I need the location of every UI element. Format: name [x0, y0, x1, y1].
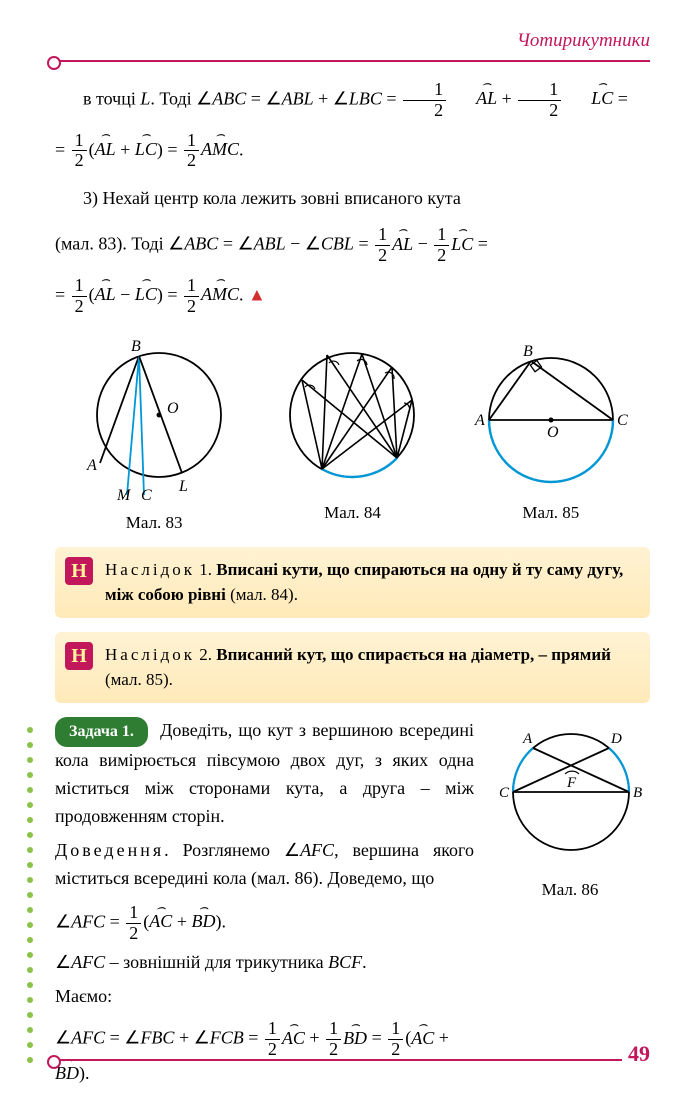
svg-text:O: O: [547, 424, 559, 441]
svg-text:B: B: [131, 338, 141, 355]
svg-text:B: B: [523, 343, 533, 360]
svg-text:A: A: [522, 731, 533, 747]
svg-text:C: C: [499, 785, 510, 801]
paragraph-2c: = 12(AL − LC) = 12AMC. ▲: [55, 276, 650, 317]
paragraph-2b: (мал. 83). Тоді ∠ABC = ∠ABL − ∠CBL = 12A…: [55, 225, 650, 266]
fig83-svg: O B A M C L: [69, 335, 239, 505]
svg-text:M: M: [116, 487, 132, 504]
header-rule: [55, 60, 650, 62]
paragraph-2: 3) Нехай центр кола лежить зовні вписано…: [55, 181, 650, 215]
fig84-svg: [267, 335, 437, 495]
figures-row: O B A M C L Мал. 83: [55, 335, 650, 533]
svg-text:L: L: [178, 478, 188, 495]
svg-text:C: C: [141, 487, 152, 504]
fig83-caption: Мал. 83: [55, 513, 253, 533]
task-block: Задача 1. Доведіть, що кут з вершиною вс…: [55, 717, 650, 1094]
svg-text:D: D: [610, 731, 622, 747]
fig84-caption: Мал. 84: [253, 503, 451, 523]
svg-text:A: A: [86, 457, 97, 474]
svg-text:O: O: [167, 400, 179, 417]
fig86-caption: Мал. 86: [490, 880, 650, 900]
page-number: 49: [622, 1041, 650, 1067]
svg-text:A: A: [474, 412, 485, 429]
fig86-svg: A D F C B: [493, 717, 648, 867]
figure-86: A D F C B Мал. 86: [490, 717, 650, 1094]
h-badge-icon: Н: [65, 557, 93, 585]
paragraph-1: в точці L. Тоді ∠ABC = ∠ABL + ∠LBC = 12A…: [55, 80, 650, 121]
page-header: Чотирикутники: [55, 30, 650, 52]
paragraph-1b: = 12(AL + LC) = 12AMC.: [55, 131, 650, 172]
figure-84: Мал. 84: [253, 335, 451, 533]
corollary-2: Н Наслідок 2. Вписаний кут, що спираєтьс…: [55, 632, 650, 703]
svg-text:B: B: [633, 785, 642, 801]
fig85-caption: Мал. 85: [452, 503, 650, 523]
svg-text:C: C: [617, 412, 628, 429]
task-text: Задача 1. Доведіть, що кут з вершиною вс…: [55, 717, 474, 1094]
footer-rule: [55, 1059, 650, 1061]
figure-83: O B A M C L Мал. 83: [55, 335, 253, 533]
task-badge: Задача 1.: [55, 717, 148, 748]
figure-85: B A O C Мал. 85: [452, 335, 650, 533]
corollary-1: Н Наслідок 1. Вписані кути, що спираютьс…: [55, 547, 650, 618]
fig85-svg: B A O C: [461, 335, 641, 495]
h-badge-icon: Н: [65, 642, 93, 670]
svg-text:F: F: [566, 775, 577, 791]
dots-decoration: [27, 727, 33, 1094]
